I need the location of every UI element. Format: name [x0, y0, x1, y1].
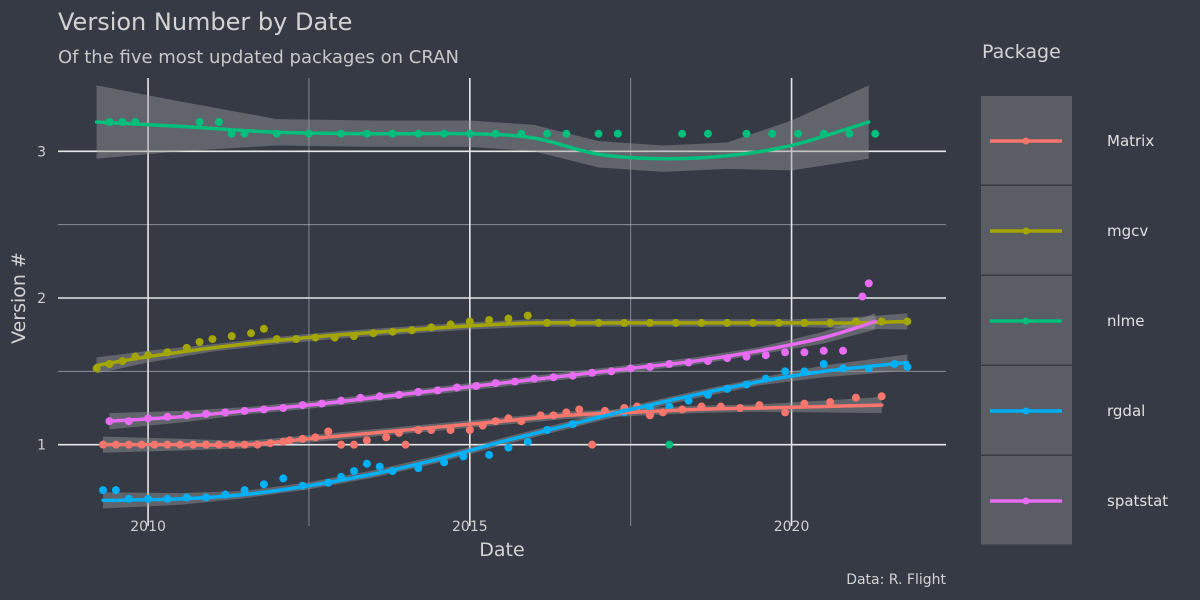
- point-rgdal: [375, 462, 384, 471]
- point-matrix: [350, 440, 358, 449]
- point-matrix: [324, 427, 333, 436]
- legend-point-spatstat: [1022, 497, 1030, 505]
- fit-line-spatstat: [107, 319, 877, 423]
- point-nlme: [613, 129, 622, 138]
- point-spatstat: [819, 346, 828, 355]
- point-spatstat: [761, 351, 770, 360]
- point-nlme: [594, 129, 603, 138]
- point-mgcv: [465, 317, 474, 326]
- point-rgdal: [665, 402, 674, 411]
- point-matrix: [851, 393, 860, 402]
- point-nlme: [742, 129, 751, 138]
- fit-line-mgcv: [94, 319, 910, 368]
- ribbon-nlme: [96, 85, 869, 172]
- point-matrix: [337, 440, 346, 449]
- legend-point-matrix: [1022, 137, 1030, 145]
- point-nlme: [768, 129, 777, 138]
- point-spatstat: [858, 292, 867, 301]
- point-nlme: [543, 129, 552, 138]
- point-rgdal: [99, 486, 108, 495]
- point-matrix: [575, 405, 584, 414]
- point-mgcv: [485, 316, 494, 324]
- x-axis-title: Date: [479, 539, 524, 561]
- legend-label-spatstat: spatstat: [1107, 492, 1168, 510]
- caption: Data: R. Flight: [846, 572, 946, 588]
- x-tick-label: 2020: [774, 519, 810, 535]
- point-spatstat: [864, 279, 873, 288]
- point-nlme: [665, 440, 674, 449]
- point-rgdal: [819, 360, 828, 368]
- point-rgdal: [111, 486, 120, 495]
- point-mgcv: [523, 311, 532, 320]
- point-rgdal: [903, 362, 912, 371]
- point-rgdal: [485, 450, 494, 459]
- point-spatstat: [800, 348, 809, 357]
- point-mgcv: [504, 314, 513, 323]
- point-matrix: [382, 433, 391, 442]
- point-rgdal: [504, 443, 513, 452]
- point-matrix: [826, 398, 835, 407]
- fit-line-rgdal: [101, 360, 910, 503]
- point-rgdal: [259, 480, 268, 489]
- point-nlme: [678, 129, 687, 138]
- legend-point-mgcv: [1022, 227, 1030, 235]
- point-spatstat: [839, 346, 848, 355]
- point-nlme: [703, 129, 712, 138]
- point-nlme: [214, 118, 223, 126]
- y-tick-label: 2: [37, 291, 46, 307]
- legend-title: Package: [982, 41, 1061, 63]
- legend-label-rgdal: rgdal: [1107, 402, 1145, 420]
- point-rgdal: [684, 396, 693, 405]
- y-tick-label: 1: [37, 438, 46, 454]
- point-rgdal: [279, 474, 288, 483]
- point-matrix: [781, 408, 790, 417]
- point-rgdal: [440, 458, 449, 467]
- point-rgdal: [781, 367, 790, 376]
- point-mgcv: [227, 332, 236, 341]
- point-mgcv: [208, 335, 217, 344]
- point-matrix: [588, 440, 597, 449]
- fit-line-matrix: [101, 403, 884, 447]
- point-matrix: [646, 411, 654, 420]
- chart-title: Version Number by Date: [58, 8, 352, 36]
- point-spatstat: [781, 348, 790, 357]
- point-nlme: [562, 129, 571, 138]
- point-nlme: [794, 129, 802, 138]
- y-tick-label: 3: [37, 144, 46, 160]
- legend-point-nlme: [1022, 317, 1030, 325]
- point-rgdal: [240, 486, 249, 495]
- point-mgcv: [195, 338, 204, 346]
- point-matrix: [877, 392, 886, 401]
- point-matrix: [465, 426, 474, 434]
- point-mgcv: [247, 329, 256, 338]
- y-axis-title: Version #: [8, 252, 30, 344]
- legend-label-matrix: Matrix: [1107, 132, 1154, 150]
- chart-subtitle: Of the five most updated packages on CRA…: [58, 47, 459, 68]
- plot-grid: [58, 78, 946, 526]
- point-mgcv: [259, 324, 268, 333]
- point-nlme: [871, 129, 880, 138]
- point-rgdal: [350, 467, 358, 476]
- point-nlme: [845, 129, 854, 138]
- legend-label-mgcv: mgcv: [1107, 222, 1148, 240]
- point-matrix: [362, 436, 371, 445]
- x-tick-label: 2010: [130, 519, 166, 535]
- point-matrix: [401, 440, 410, 449]
- tick-labels: 2010 2015 2020 1 2 3: [37, 144, 809, 535]
- legend: Matrix mgcv nlme rgdal spatstat: [981, 96, 1168, 545]
- fit-line-nlme: [94, 120, 871, 161]
- point-nlme: [195, 118, 204, 126]
- point-rgdal: [523, 437, 532, 446]
- fit-lines: [94, 120, 910, 503]
- point-matrix: [446, 426, 455, 434]
- legend-label-nlme: nlme: [1107, 312, 1145, 330]
- legend-point-rgdal: [1022, 407, 1030, 415]
- point-rgdal: [362, 459, 371, 468]
- x-tick-label: 2015: [452, 519, 488, 535]
- point-nlme: [227, 129, 236, 138]
